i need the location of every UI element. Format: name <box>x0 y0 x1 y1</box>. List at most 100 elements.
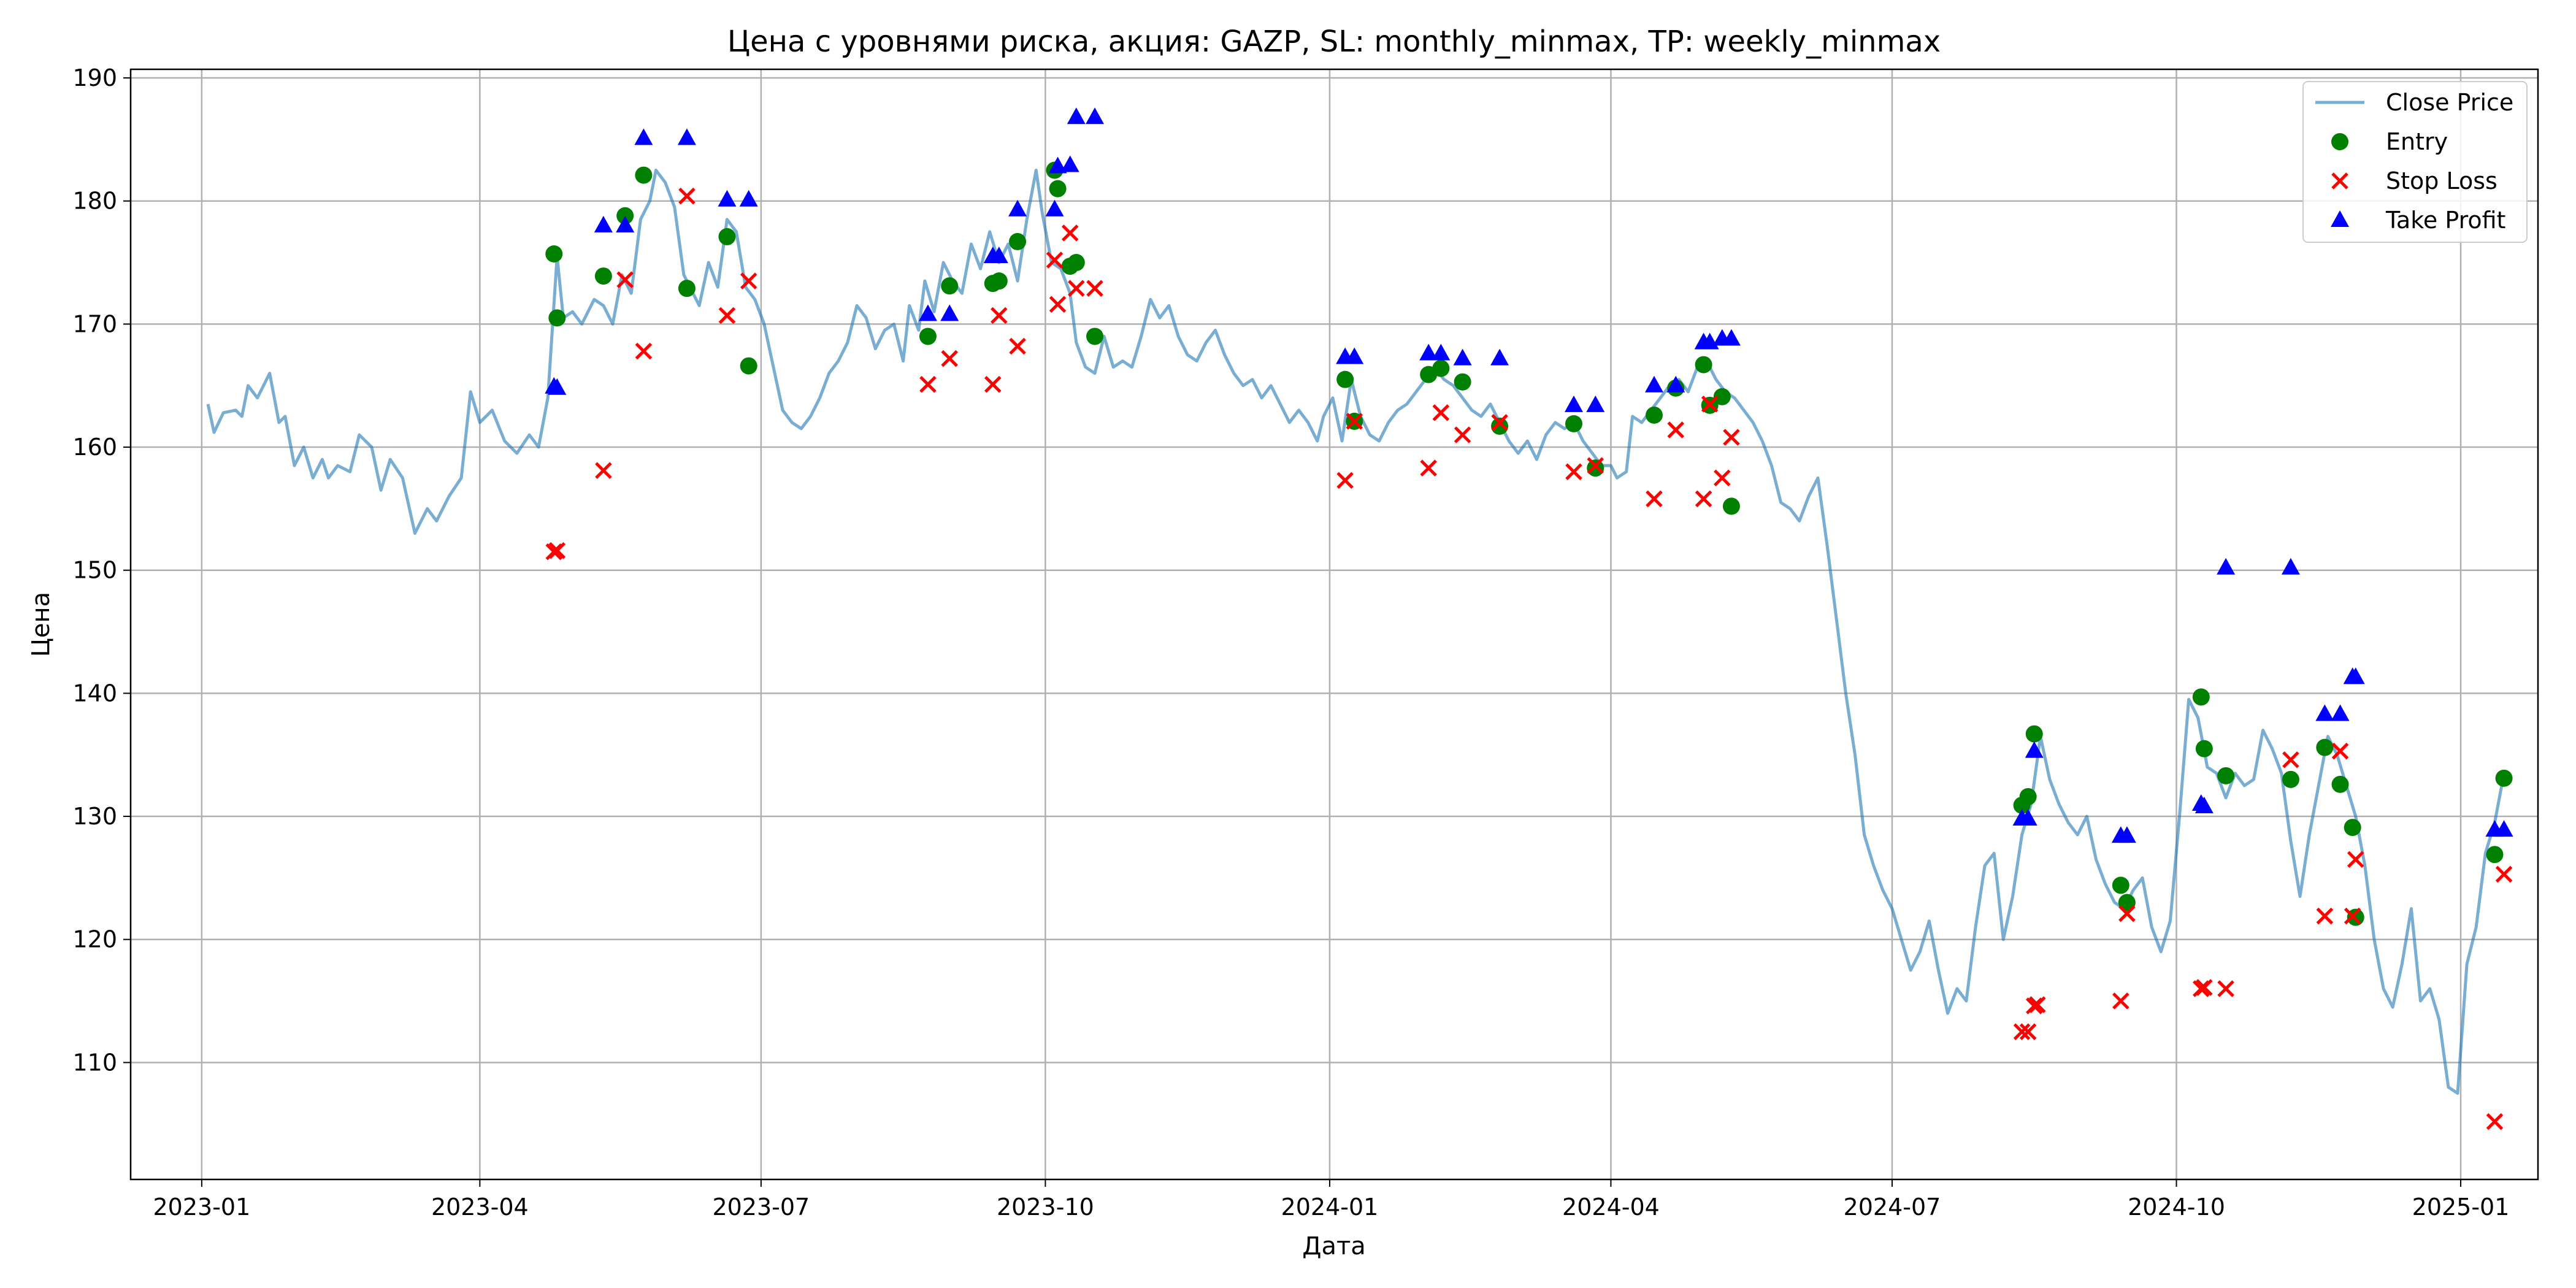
y-tick-label: 110 <box>72 1049 117 1076</box>
entry-marker <box>1432 359 1450 377</box>
take-profit-marker <box>2346 667 2365 684</box>
stop-loss-marker <box>1009 337 1026 355</box>
entry-marker <box>2344 819 2361 837</box>
stop-loss-marker <box>2028 996 2046 1013</box>
y-tick-label: 150 <box>72 557 117 584</box>
take-profit-marker <box>2315 704 2334 721</box>
stop-loss-marker <box>2196 979 2213 996</box>
legend-stop-loss-swatch <box>2331 172 2348 190</box>
take-profit-marker <box>718 190 737 207</box>
stop-loss-marker <box>2013 1023 2031 1040</box>
entry-marker <box>919 328 937 345</box>
x-axis: 2023-01 2023-04 2023-07 2023-10 2024-01 2024-… <box>153 1179 2509 1221</box>
stop-loss-marker <box>2217 980 2234 997</box>
stop-loss-marker <box>2316 907 2334 925</box>
entry-marker <box>941 277 959 295</box>
stop-loss-marker <box>2486 1113 2504 1130</box>
take-profit-marker <box>1008 199 1027 217</box>
stop-loss-marker <box>1046 251 1064 269</box>
stop-loss-marker <box>1420 459 1437 477</box>
take-profit-marker <box>1490 348 1509 366</box>
legend-take-profit-label: Take Profit <box>2385 207 2505 234</box>
stop-loss-marker <box>984 375 1002 393</box>
x-tick-label: 2023-01 <box>153 1194 250 1221</box>
take-profit-marker <box>1644 375 1663 393</box>
entry-marker <box>2486 846 2504 864</box>
stop-loss-marker <box>595 462 612 479</box>
plot-area <box>131 69 2538 1179</box>
stop-loss-marker <box>2282 751 2299 769</box>
take-profit-marker <box>1432 343 1451 361</box>
y-tick-label: 180 <box>72 188 117 215</box>
entry-marker <box>2112 876 2129 894</box>
grid <box>131 69 2538 1179</box>
stop-loss-marker <box>1061 224 1079 242</box>
legend-entry-label: Entry <box>2386 128 2448 155</box>
entry-marker <box>2282 770 2299 788</box>
take-profit-marker <box>2281 558 2300 575</box>
stop-loss-marker <box>2495 865 2513 883</box>
entry-marker <box>678 280 696 297</box>
stop-loss-marker <box>2118 905 2136 922</box>
stop-loss-marker <box>991 307 1008 324</box>
stop-loss-marker <box>2344 907 2361 925</box>
stop-loss-marker <box>1068 280 1085 297</box>
stop-loss-marker <box>718 307 736 324</box>
entry-marker <box>2019 788 2037 805</box>
entry-marker <box>635 166 653 184</box>
entry-marker <box>990 272 1008 290</box>
stop-loss-marker <box>1646 490 1663 508</box>
stop-loss-marker <box>2112 992 2129 1010</box>
stop-loss-marker <box>548 542 566 559</box>
stop-loss-marker <box>2019 1023 2037 1040</box>
x-tick-label: 2024-07 <box>1844 1194 1941 1221</box>
y-tick-label: 190 <box>72 64 117 91</box>
take-profit-marker <box>1345 347 1364 364</box>
take-profit-marker <box>677 128 696 145</box>
entry-marker <box>718 228 736 245</box>
entry-marker <box>1049 180 1067 197</box>
stop-loss-marker <box>1723 429 1740 446</box>
legend-frame <box>2302 81 2528 243</box>
stop-loss-marker <box>941 350 958 367</box>
y-tick-label: 160 <box>72 434 117 461</box>
stop-loss-marker <box>635 342 653 360</box>
y-tick-label: 120 <box>72 926 117 953</box>
x-axis-title: Дата <box>1302 1232 1366 1260</box>
stop-loss-marker <box>1491 414 1508 431</box>
entry-marker <box>548 309 566 327</box>
take-profit-marker <box>989 247 1008 264</box>
stop-loss-marker <box>740 272 757 289</box>
stop-loss-marker <box>616 271 634 288</box>
take-profit-marker <box>1564 395 1583 412</box>
entry-marker <box>1067 254 1085 272</box>
entry-marker <box>594 267 612 285</box>
take-profit-marker <box>2117 826 2136 843</box>
take-profit-marker <box>1067 107 1086 125</box>
x-tick-label: 2024-04 <box>1562 1194 1660 1221</box>
entry-marker <box>740 357 757 375</box>
entry-marker <box>2192 688 2210 706</box>
legend: Close Price Entry Stop Loss Take Profit <box>2302 81 2528 243</box>
stop-loss-marker <box>678 187 696 205</box>
entry-marker <box>2118 894 2136 911</box>
stop-loss-marker <box>1049 296 1067 313</box>
entry-marker <box>2195 740 2213 757</box>
take-profit-marker <box>1586 395 1605 412</box>
x-tick-label: 2025-01 <box>2412 1194 2510 1221</box>
take-profit-marker <box>2494 820 2513 837</box>
take-profit-marker <box>1086 107 1105 125</box>
x-tick-label: 2024-01 <box>1281 1194 1379 1221</box>
entry-marker <box>1722 497 1740 515</box>
stop-loss-marker <box>1695 490 1712 508</box>
entry-marker <box>2316 738 2334 756</box>
y-tick-label: 130 <box>72 803 117 830</box>
stop-loss-marker <box>1565 463 1582 480</box>
stop-loss-marker <box>1336 472 1354 489</box>
take-profit-marker <box>1060 155 1079 172</box>
take-profit-marker <box>1722 329 1741 346</box>
take-profit-marker <box>1419 343 1438 361</box>
entry-marker <box>1565 415 1582 432</box>
take-profit-marker <box>739 190 758 207</box>
take-profit-marker <box>594 215 613 232</box>
